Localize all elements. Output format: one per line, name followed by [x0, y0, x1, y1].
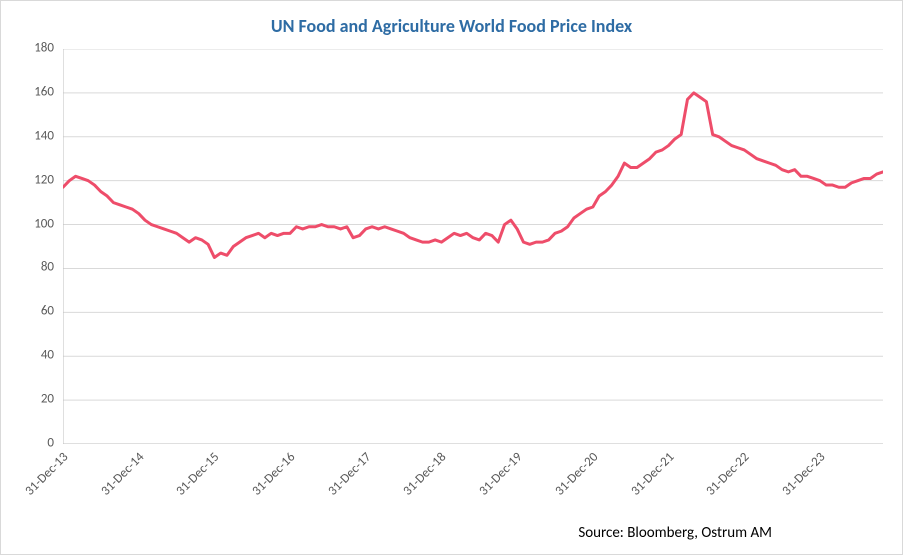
y-tick-label: 140: [0, 128, 54, 143]
y-tick-label: 180: [0, 41, 54, 56]
chart-svg: [63, 49, 883, 444]
source-text: Source: Bloomberg, Ostrum AM: [578, 524, 772, 542]
y-tick-label: 80: [0, 260, 54, 275]
y-tick-label: 160: [0, 84, 54, 99]
y-tick-label: 100: [0, 216, 54, 231]
y-tick-label: 0: [0, 436, 54, 451]
y-tick-label: 20: [0, 392, 54, 407]
y-tick-label: 120: [0, 172, 54, 187]
chart-title: UN Food and Agriculture World Food Price…: [1, 15, 902, 37]
plot-area: [63, 49, 883, 444]
y-tick-label: 40: [0, 348, 54, 363]
price-index-line: [63, 93, 883, 258]
y-tick-label: 60: [0, 304, 54, 319]
